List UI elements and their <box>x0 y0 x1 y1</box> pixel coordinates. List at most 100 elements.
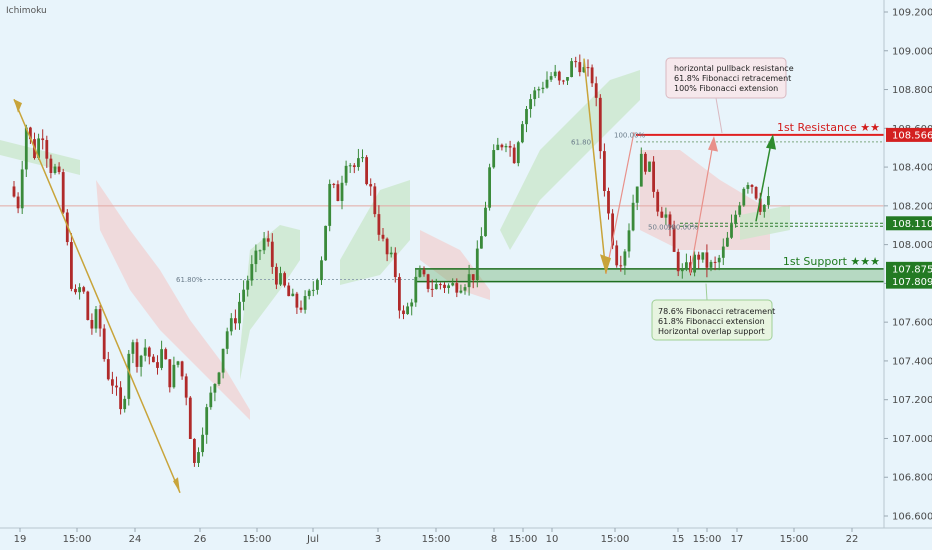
candle-body <box>393 252 397 278</box>
candle-body <box>717 257 721 263</box>
candle-body <box>738 205 742 215</box>
candle-body <box>172 364 176 388</box>
candle-body <box>82 287 86 292</box>
candle-body <box>689 262 692 273</box>
candle-body <box>197 452 200 463</box>
candle-body <box>369 184 373 187</box>
candle-body <box>57 166 61 173</box>
candle-body <box>111 379 114 386</box>
price-tick-label: 107.000 <box>892 434 932 445</box>
fib-100-mid-label: 100.00% <box>667 224 698 232</box>
candle-body <box>320 260 323 281</box>
fib-500-label: 50.00% <box>648 224 675 232</box>
fib-100-top-label: 100.00% <box>614 131 645 139</box>
candle-body <box>324 225 327 261</box>
candle-body <box>422 269 426 275</box>
callout-top-line: 100% Fibonacci extension <box>674 84 778 93</box>
candle-body <box>12 186 16 197</box>
candle-body <box>258 250 262 252</box>
projection-arrow-green <box>755 137 773 222</box>
candle-body <box>221 348 225 373</box>
candle-body <box>635 186 639 203</box>
candle-body <box>705 252 709 268</box>
candle-body <box>512 147 516 164</box>
candle-body <box>16 196 20 209</box>
candle-body <box>463 287 467 291</box>
price-tick-label: 109.200 <box>892 8 932 19</box>
candle-body <box>336 184 340 201</box>
candle-body <box>418 269 422 277</box>
price-tick-label: 109.000 <box>892 46 932 57</box>
candle-body <box>275 266 278 285</box>
projection-arrow-red-head <box>708 136 718 152</box>
price-tag <box>886 261 932 276</box>
candle-body <box>307 290 311 297</box>
candle-body <box>574 61 578 63</box>
candle-body <box>668 214 672 228</box>
candle-body <box>758 198 762 212</box>
callout-bottom-line: 61.8% Fibonacci extension <box>658 317 765 326</box>
candle-body <box>611 213 614 246</box>
time-tick-label: 15:00 <box>422 534 451 545</box>
ichimoku-cloud <box>96 180 250 420</box>
candle-body <box>139 355 143 367</box>
candle-body <box>426 274 430 289</box>
candle-body <box>746 184 750 189</box>
candle-body <box>213 383 217 393</box>
price-level-tags: 108.566 108.110 107.875 107.809 <box>886 127 932 289</box>
candle-body <box>434 284 438 290</box>
time-tick-label: Jul <box>306 534 319 545</box>
candle-body <box>521 124 524 143</box>
callout-bottom-line: Horizontal overlap support <box>658 327 765 336</box>
candle-body <box>562 80 565 82</box>
candle-body <box>209 392 213 408</box>
candle-body <box>652 161 655 192</box>
time-tick-label: 15:00 <box>601 534 630 545</box>
candle-body <box>377 214 381 235</box>
candle-body <box>762 204 766 212</box>
time-tick-label: 15:00 <box>509 534 538 545</box>
candle-body <box>570 61 573 78</box>
time-axis[interactable]: 19 15:00 24 26 15:00 Jul 3 15:00 8 15:00 10 15:00 15… <box>14 528 859 545</box>
candle-body <box>500 144 504 148</box>
candle-body <box>106 359 110 380</box>
candle-body <box>443 284 446 288</box>
candle-body <box>709 261 713 268</box>
candle-body <box>357 158 360 168</box>
candle-body <box>24 127 28 170</box>
drop-arrow-head <box>600 254 611 274</box>
projection-red-line <box>605 132 635 274</box>
callout-top-pointer <box>715 97 723 133</box>
candle-body <box>217 372 221 384</box>
candle-body <box>291 293 295 297</box>
support-zone-layer <box>200 133 884 283</box>
candle-body <box>533 90 537 100</box>
time-tick-label: 19 <box>14 534 27 545</box>
candle-body <box>283 273 286 286</box>
candle-body <box>488 167 491 208</box>
candle-body <box>184 376 188 398</box>
candle-body <box>730 224 733 238</box>
candle-body <box>242 289 245 302</box>
candle-body <box>664 214 668 218</box>
candle-body <box>295 293 299 308</box>
candle-body <box>648 161 651 172</box>
candle-body <box>340 182 344 201</box>
candle-body <box>70 242 73 289</box>
candle-body <box>603 151 606 192</box>
trend-line-down <box>13 98 181 494</box>
candle-body <box>311 289 315 291</box>
candle-body <box>98 309 102 329</box>
candle-body <box>37 138 40 159</box>
candle-body <box>94 309 98 329</box>
candle-body <box>266 238 270 242</box>
candle-body <box>164 349 168 360</box>
candle-body <box>303 296 307 310</box>
candle-body <box>685 262 688 269</box>
candle-body <box>734 214 737 225</box>
candle-body <box>152 356 155 363</box>
candle-body <box>254 250 258 265</box>
callout-top-line: horizontal pullback resistance <box>674 64 794 73</box>
time-tick-label: 10 <box>546 534 559 545</box>
candle-body <box>660 211 664 218</box>
